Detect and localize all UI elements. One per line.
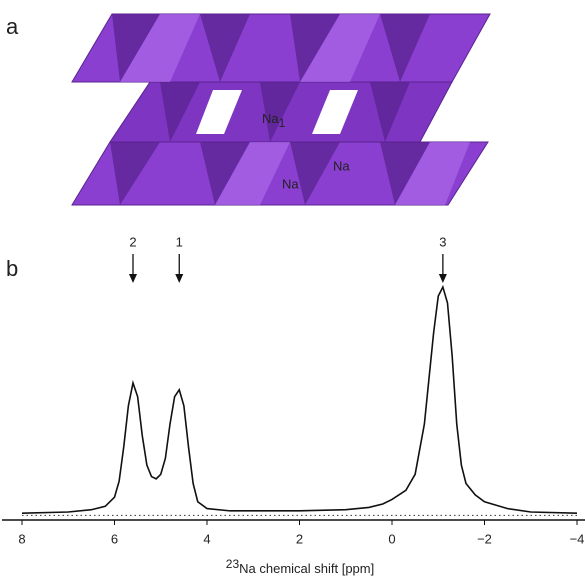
- site-label: Na: [333, 158, 350, 173]
- x-axis-label: 23Na chemical shift [ppm]: [226, 557, 374, 576]
- x-tick-label: 4: [203, 531, 210, 546]
- x-tick-label: 8: [18, 531, 25, 546]
- crystal-structure: [72, 14, 490, 205]
- site-subscript: 1: [279, 116, 286, 130]
- x-label-superscript: 23: [226, 557, 240, 571]
- arrow-head: [129, 274, 137, 283]
- site-text: Na: [262, 111, 279, 126]
- x-tick-label: −4: [570, 531, 585, 546]
- x-tick-label: −2: [477, 531, 492, 546]
- panel-label: a: [6, 14, 19, 39]
- arrow-head: [439, 274, 447, 283]
- peak-label: 1: [176, 234, 183, 249]
- spectrum-line: [22, 287, 577, 513]
- arrow-head: [175, 274, 183, 283]
- site-label: Na: [282, 176, 299, 191]
- panel-label: b: [6, 256, 18, 281]
- x-tick-label: 6: [111, 531, 118, 546]
- x-tick-label: 0: [388, 531, 395, 546]
- x-tick-label: 2: [296, 531, 303, 546]
- x-label-text: Na chemical shift [ppm]: [239, 561, 374, 576]
- peak-label: 3: [439, 234, 446, 249]
- figure: a Na1 Na Na b 23Na chemical shift [ppm] …: [0, 0, 585, 578]
- peak-label: 2: [129, 234, 136, 249]
